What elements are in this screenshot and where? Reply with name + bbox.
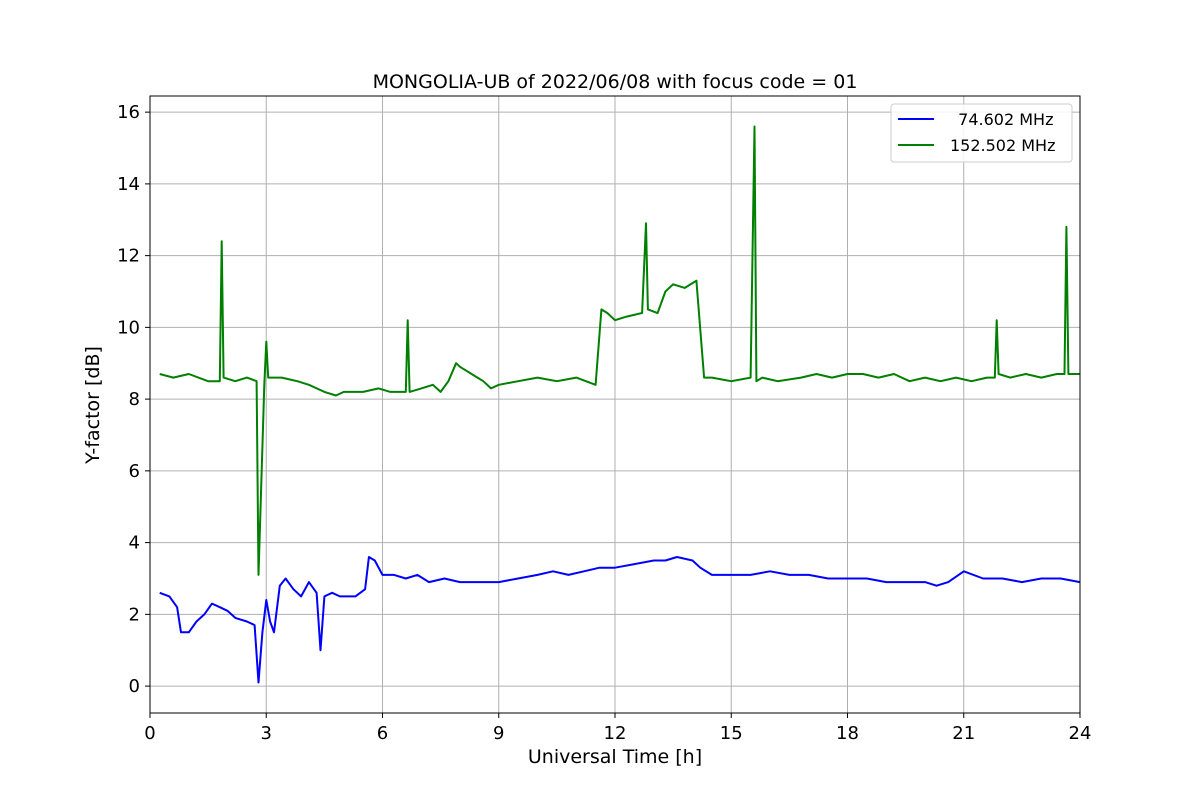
- y-axis-label: Y-factor [dB]: [82, 346, 104, 465]
- x-axis-label: Universal Time [h]: [528, 746, 702, 768]
- legend-label-series-1: 74.602 MHz: [948, 110, 1053, 129]
- y-tick-label: 8: [129, 389, 140, 410]
- chart-title: MONGOLIA-UB of 2022/06/08 with focus cod…: [373, 71, 858, 93]
- legend: 74.602 MHz 152.502 MHz: [890, 103, 1073, 163]
- y-tick-label: 6: [129, 461, 140, 482]
- y-tick-label: 4: [129, 533, 140, 554]
- y-tick-label: 12: [117, 246, 140, 267]
- x-tick-label: 3: [261, 723, 272, 744]
- x-tick-label: 12: [604, 723, 627, 744]
- y-axis: 0 2 4 6 8 10 12 14 16: [117, 102, 150, 697]
- y-tick-label: 2: [129, 604, 140, 625]
- x-tick-label: 0: [144, 723, 155, 744]
- legend-label-series-2: 152.502 MHz: [950, 136, 1055, 155]
- series-line-1: [159, 556, 1081, 684]
- series-layer: [159, 125, 1081, 684]
- x-tick-label: 21: [952, 723, 975, 744]
- y-tick-label: 10: [117, 317, 140, 338]
- x-tick-label: 24: [1069, 723, 1092, 744]
- x-tick-label: 18: [836, 723, 859, 744]
- x-tick-label: 9: [493, 723, 504, 744]
- series-line-2: [159, 125, 1080, 576]
- y-tick-label: 16: [117, 102, 140, 123]
- x-tick-label: 6: [377, 723, 388, 744]
- y-tick-label: 0: [129, 676, 140, 697]
- legend-box: [890, 103, 1073, 163]
- x-tick-label: 15: [720, 723, 743, 744]
- x-axis: 0 3 6 9 12 15 18 21 24: [144, 713, 1091, 744]
- y-tick-label: 14: [117, 174, 140, 195]
